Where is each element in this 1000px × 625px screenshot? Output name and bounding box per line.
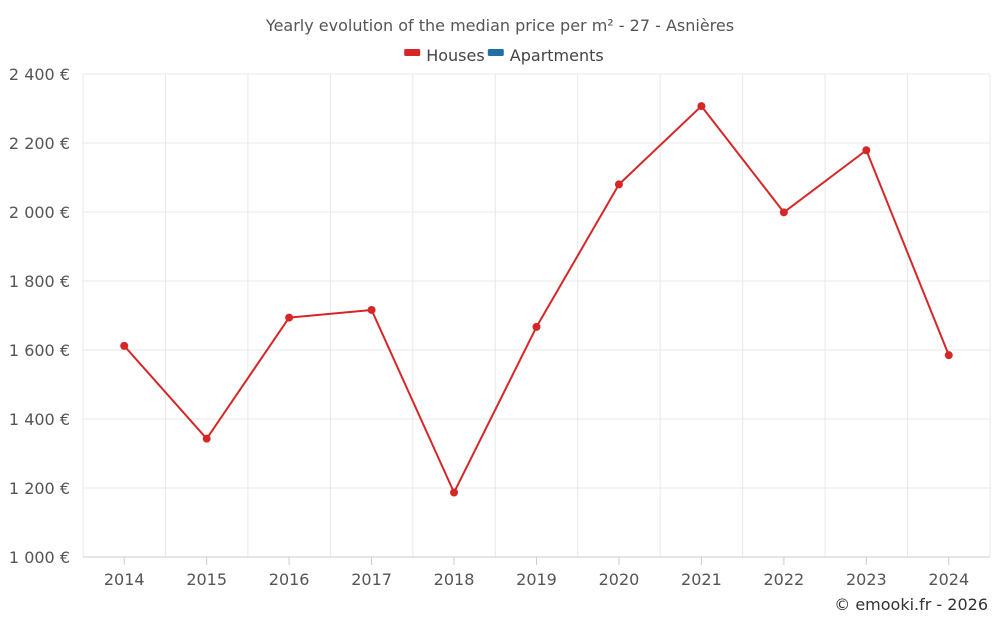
y-tick-label: 1 800 € (9, 272, 70, 291)
data-point[interactable] (944, 351, 953, 360)
axes: 1 000 € 1 200 € 1 400 € 1 600 € 1 800 € 2 000… (9, 65, 990, 589)
y-tick-label: 1 400 € (9, 410, 70, 429)
data-point[interactable] (614, 180, 623, 189)
x-tick-label: 2023 (846, 570, 887, 589)
legend-label: Apartments (510, 46, 604, 65)
data-point[interactable] (532, 322, 541, 331)
data-point[interactable] (450, 488, 459, 497)
x-tick-label: 2014 (104, 570, 145, 589)
x-tick-label: 2021 (681, 570, 722, 589)
chart-title: Yearly evolution of the median price per… (265, 16, 734, 35)
legend-item-apartments[interactable]: Apartments (487, 46, 604, 65)
y-tick-label: 2 400 € (9, 65, 70, 84)
x-tick-label: 2017 (351, 570, 392, 589)
x-tick-label: 2015 (186, 570, 227, 589)
data-point[interactable] (120, 341, 129, 350)
legend-swatch (404, 49, 421, 56)
y-tick-label: 1 600 € (9, 341, 70, 360)
data-point[interactable] (697, 102, 706, 111)
chart-legend[interactable]: Houses Apartments (404, 46, 604, 65)
series-layer (120, 102, 953, 497)
y-tick-label: 2 000 € (9, 203, 70, 222)
legend-swatch (487, 49, 504, 56)
data-point[interactable] (779, 208, 788, 217)
x-tick-label: 2024 (928, 570, 969, 589)
x-tick-label: 2019 (516, 570, 557, 589)
x-tick-label: 2016 (269, 570, 310, 589)
data-point[interactable] (202, 434, 211, 443)
legend-item-houses[interactable]: Houses (404, 46, 485, 65)
y-tick-label: 1 000 € (9, 548, 70, 567)
grid-lines (82, 73, 991, 558)
x-tick-label: 2022 (764, 570, 805, 589)
y-tick-label: 2 200 € (9, 134, 70, 153)
legend-label: Houses (426, 46, 484, 65)
data-point[interactable] (367, 305, 376, 314)
data-point[interactable] (862, 146, 871, 155)
data-point[interactable] (285, 313, 294, 322)
x-tick-label: 2020 (599, 570, 640, 589)
x-tick-label: 2018 (434, 570, 475, 589)
y-tick-label: 1 200 € (9, 479, 70, 498)
credit-text: © emooki.fr - 2026 (834, 595, 988, 614)
